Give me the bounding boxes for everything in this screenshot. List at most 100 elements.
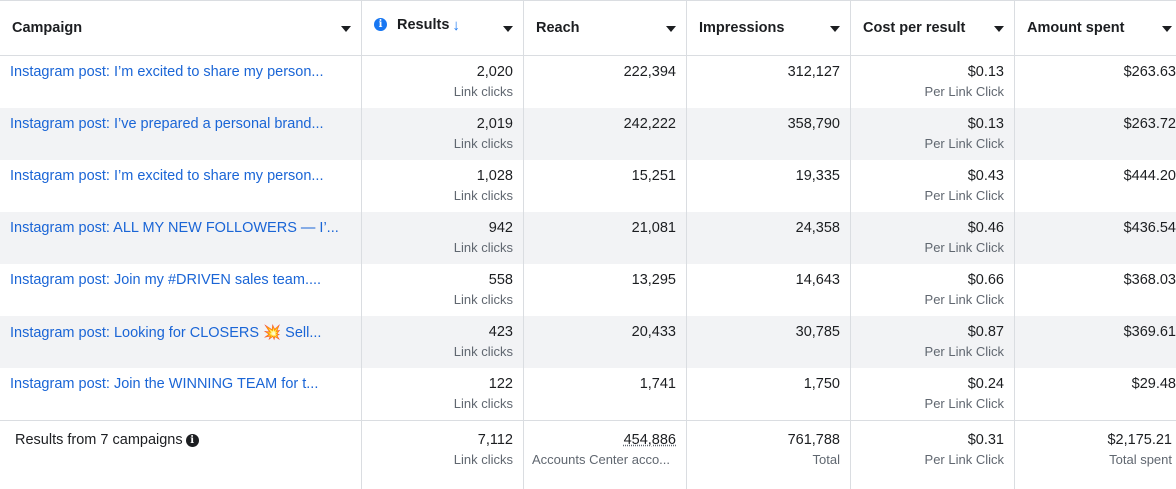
info-icon[interactable]: i	[186, 434, 199, 447]
impressions-cell: 30,785	[687, 316, 851, 368]
totals-impressions: 761,788 Total	[687, 421, 851, 489]
cost-cell: $0.13 Per Link Click	[851, 108, 1015, 160]
column-header-label: Amount spent	[1027, 20, 1124, 36]
totals-label-text: Results from 7 campaigns	[15, 432, 183, 448]
amount-spent-cell: $29.48	[1015, 368, 1176, 420]
amount-spent-cell: $263.72	[1015, 108, 1176, 160]
reach-cell: 13,295	[524, 264, 687, 316]
column-header-amount-spent[interactable]: Amount spent	[1015, 1, 1176, 55]
impressions-cell: 312,127	[687, 56, 851, 108]
table-row: Instagram post: I’m excited to share my …	[0, 56, 1176, 108]
results-cell: 423 Link clicks	[362, 316, 524, 368]
campaign-link[interactable]: Instagram post: Join the WINNING TEAM fo…	[0, 368, 362, 420]
results-value: 2,020	[477, 64, 513, 80]
cost-unit: Per Link Click	[851, 188, 1004, 203]
campaign-link[interactable]: Instagram post: I’m excited to share my …	[0, 56, 362, 108]
caret-down-icon[interactable]	[341, 26, 351, 32]
totals-reach-unit: Accounts Center acco...	[524, 452, 676, 467]
impressions-cell: 19,335	[687, 160, 851, 212]
column-header-label: Campaign	[12, 20, 82, 36]
impressions-cell: 1,750	[687, 368, 851, 420]
cost-unit: Per Link Click	[851, 396, 1004, 411]
results-cell: 942 Link clicks	[362, 212, 524, 264]
totals-results-value: 7,112	[478, 432, 513, 448]
campaign-results-table: Campaign i Results ↓ Reach Impressions C…	[0, 0, 1176, 487]
cost-value: $0.13	[968, 64, 1004, 80]
campaign-link[interactable]: Instagram post: I’m excited to share my …	[0, 160, 362, 212]
cost-unit: Per Link Click	[851, 84, 1004, 99]
results-unit: Link clicks	[362, 84, 513, 99]
campaign-link[interactable]: Instagram post: ALL MY NEW FOLLOWERS — I…	[0, 212, 362, 264]
reach-cell: 15,251	[524, 160, 687, 212]
impressions-cell: 358,790	[687, 108, 851, 160]
totals-row: Results from 7 campaigns i 7,112 Link clic…	[0, 420, 1176, 489]
column-header-cost-per-result[interactable]: Cost per result	[851, 1, 1015, 55]
amount-spent-cell: $444.20	[1015, 160, 1176, 212]
results-unit: Link clicks	[362, 136, 513, 151]
amount-spent-cell: $369.61	[1015, 316, 1176, 368]
cost-unit: Per Link Click	[851, 292, 1004, 307]
results-value: 2,019	[477, 116, 513, 132]
caret-down-icon[interactable]	[994, 26, 1004, 32]
column-header-label: Cost per result	[863, 20, 965, 36]
results-value: 558	[489, 272, 513, 288]
column-header-impressions[interactable]: Impressions	[687, 1, 851, 55]
amount-spent-cell: $368.03	[1015, 264, 1176, 316]
caret-down-icon[interactable]	[503, 26, 513, 32]
column-header-label: Reach	[536, 20, 580, 36]
column-header-reach[interactable]: Reach	[524, 1, 687, 55]
totals-results-unit: Link clicks	[362, 452, 513, 467]
totals-spent-unit: Total spent	[1015, 452, 1172, 467]
cost-unit: Per Link Click	[851, 240, 1004, 255]
campaign-link[interactable]: Instagram post: Join my #DRIVEN sales te…	[0, 264, 362, 316]
column-header-label: Impressions	[699, 20, 784, 36]
campaign-link[interactable]: Instagram post: I’ve prepared a personal…	[0, 108, 362, 160]
cost-unit: Per Link Click	[851, 344, 1004, 359]
totals-amount-spent: $2,175.21 Total spent	[1015, 421, 1176, 489]
results-cell: 2,020 Link clicks	[362, 56, 524, 108]
table-row: Instagram post: I’m excited to share my …	[0, 160, 1176, 212]
totals-reach-value[interactable]: 454,886	[524, 432, 676, 448]
results-unit: Link clicks	[362, 240, 513, 255]
cost-cell: $0.87 Per Link Click	[851, 316, 1015, 368]
results-unit: Link clicks	[362, 188, 513, 203]
column-header-campaign[interactable]: Campaign	[0, 1, 362, 55]
cost-value: $0.24	[968, 376, 1004, 392]
totals-impressions-value: 761,788	[788, 432, 840, 448]
arrow-down-icon[interactable]: ↓	[452, 17, 460, 34]
column-header-results[interactable]: i Results ↓	[362, 1, 524, 55]
impressions-cell: 24,358	[687, 212, 851, 264]
info-icon[interactable]: i	[374, 18, 387, 31]
results-value: 942	[489, 220, 513, 236]
totals-impressions-unit: Total	[687, 452, 840, 467]
results-cell: 2,019 Link clicks	[362, 108, 524, 160]
reach-cell: 1,741	[524, 368, 687, 420]
totals-cost-unit: Per Link Click	[851, 452, 1004, 467]
totals-cost-value: $0.31	[968, 432, 1004, 448]
totals-results: 7,112 Link clicks	[362, 421, 524, 489]
results-cell: 558 Link clicks	[362, 264, 524, 316]
campaign-link-text: Instagram post: Looking for CLOSERS	[10, 325, 259, 341]
cost-value: $0.87	[968, 324, 1004, 340]
cost-value: $0.66	[968, 272, 1004, 288]
cost-value: $0.13	[968, 116, 1004, 132]
results-unit: Link clicks	[362, 292, 513, 307]
totals-cost: $0.31 Per Link Click	[851, 421, 1015, 489]
caret-down-icon[interactable]	[666, 26, 676, 32]
caret-down-icon[interactable]	[830, 26, 840, 32]
cost-value: $0.43	[968, 168, 1004, 184]
totals-reach: 454,886 Accounts Center acco...	[524, 421, 687, 489]
cost-unit: Per Link Click	[851, 136, 1004, 151]
results-unit: Link clicks	[362, 344, 513, 359]
reach-cell: 242,222	[524, 108, 687, 160]
results-value: 1,028	[477, 168, 513, 184]
table-row: Instagram post: Looking for CLOSERS 💥 Se…	[0, 316, 1176, 368]
table-row: Instagram post: Join my #DRIVEN sales te…	[0, 264, 1176, 316]
campaign-link[interactable]: Instagram post: Looking for CLOSERS 💥 Se…	[0, 316, 362, 368]
table-row: Instagram post: I’ve prepared a personal…	[0, 108, 1176, 160]
column-header-label: Results	[397, 17, 449, 33]
totals-label: Results from 7 campaigns i	[0, 421, 362, 489]
results-cell: 122 Link clicks	[362, 368, 524, 420]
caret-down-icon[interactable]	[1162, 26, 1172, 32]
table-row: Instagram post: Join the WINNING TEAM fo…	[0, 368, 1176, 420]
